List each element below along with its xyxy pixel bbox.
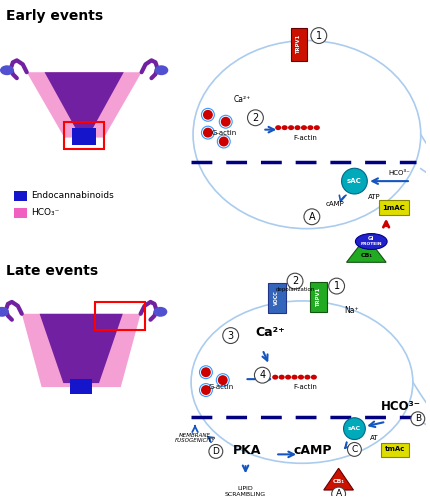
- Circle shape: [209, 444, 223, 458]
- Text: Late events: Late events: [6, 264, 98, 278]
- Text: sAC: sAC: [347, 178, 362, 184]
- Polygon shape: [40, 314, 123, 383]
- Ellipse shape: [301, 125, 307, 130]
- Text: 4: 4: [259, 370, 265, 380]
- Polygon shape: [45, 72, 124, 130]
- Ellipse shape: [311, 374, 317, 380]
- Text: 1: 1: [316, 30, 322, 40]
- Circle shape: [344, 418, 365, 440]
- Circle shape: [341, 168, 367, 194]
- Text: F-actin: F-actin: [293, 134, 317, 140]
- Circle shape: [248, 110, 263, 126]
- Circle shape: [221, 117, 230, 126]
- Ellipse shape: [275, 125, 281, 130]
- Ellipse shape: [154, 66, 168, 75]
- Ellipse shape: [282, 125, 288, 130]
- Text: HCO₃⁻: HCO₃⁻: [31, 208, 59, 218]
- Text: sAC: sAC: [348, 426, 361, 431]
- Text: MEMBRANE
FUSOGENICITY: MEMBRANE FUSOGENICITY: [175, 432, 215, 444]
- Text: LIPID
SCRAMBLING: LIPID SCRAMBLING: [225, 486, 266, 497]
- Text: B: B: [415, 414, 421, 423]
- Circle shape: [411, 412, 425, 426]
- Circle shape: [218, 375, 228, 385]
- Text: ATP: ATP: [369, 194, 381, 200]
- Ellipse shape: [0, 66, 14, 75]
- FancyBboxPatch shape: [268, 282, 286, 314]
- Text: 3: 3: [227, 330, 234, 340]
- Circle shape: [203, 128, 213, 138]
- Text: A: A: [309, 212, 315, 222]
- Bar: [64, 122, 104, 150]
- Text: cAMP: cAMP: [325, 201, 344, 207]
- Text: 2: 2: [292, 276, 298, 286]
- Ellipse shape: [298, 374, 304, 380]
- FancyBboxPatch shape: [379, 200, 409, 216]
- Text: cAMP: cAMP: [294, 444, 332, 458]
- Ellipse shape: [356, 234, 387, 250]
- Circle shape: [329, 278, 344, 294]
- Text: PROTEIN: PROTEIN: [360, 242, 382, 246]
- Bar: [14, 208, 27, 218]
- Ellipse shape: [279, 374, 285, 380]
- Circle shape: [219, 136, 229, 146]
- FancyBboxPatch shape: [291, 28, 307, 61]
- Text: 1: 1: [334, 281, 340, 291]
- Circle shape: [201, 385, 211, 395]
- Text: D: D: [212, 447, 219, 456]
- Ellipse shape: [304, 374, 310, 380]
- Text: Early events: Early events: [6, 9, 103, 23]
- FancyBboxPatch shape: [381, 443, 409, 457]
- Text: PKA: PKA: [233, 444, 262, 458]
- Text: TRPV1: TRPV1: [297, 35, 301, 54]
- Text: F-actin: F-actin: [293, 384, 317, 390]
- Circle shape: [287, 273, 303, 289]
- Text: VOCC: VOCC: [274, 290, 279, 306]
- Ellipse shape: [154, 307, 167, 317]
- Ellipse shape: [288, 125, 294, 130]
- Bar: [95, 302, 144, 330]
- Text: Na⁺: Na⁺: [344, 306, 359, 315]
- Circle shape: [311, 28, 327, 44]
- Text: Gi: Gi: [368, 236, 375, 241]
- Text: tmAc: tmAc: [385, 446, 405, 452]
- Circle shape: [332, 487, 346, 500]
- Circle shape: [223, 328, 239, 344]
- Ellipse shape: [0, 307, 9, 317]
- Circle shape: [201, 368, 211, 377]
- Ellipse shape: [314, 125, 320, 130]
- Text: CB₁: CB₁: [360, 253, 372, 258]
- Circle shape: [255, 368, 270, 383]
- Circle shape: [347, 442, 361, 456]
- FancyBboxPatch shape: [70, 379, 92, 394]
- Text: TRPV1: TRPV1: [316, 288, 321, 306]
- Text: HCO³⁻: HCO³⁻: [381, 400, 421, 413]
- Ellipse shape: [272, 374, 278, 380]
- Text: CB₁: CB₁: [332, 478, 345, 484]
- Ellipse shape: [285, 374, 291, 380]
- Ellipse shape: [307, 125, 313, 130]
- Text: Endocannabinoids: Endocannabinoids: [31, 192, 114, 200]
- Text: 2: 2: [252, 113, 258, 123]
- Text: HCO³⁻: HCO³⁻: [388, 170, 410, 176]
- Text: G-actin: G-actin: [211, 130, 237, 136]
- Text: 1mAC: 1mAC: [383, 205, 405, 211]
- Polygon shape: [27, 72, 141, 138]
- Bar: [14, 191, 27, 201]
- Ellipse shape: [292, 374, 298, 380]
- Circle shape: [203, 110, 213, 120]
- Text: AT: AT: [370, 434, 378, 440]
- Polygon shape: [324, 468, 353, 490]
- Text: G-actin: G-actin: [208, 384, 233, 390]
- FancyBboxPatch shape: [72, 128, 96, 146]
- Polygon shape: [347, 236, 386, 262]
- Polygon shape: [22, 314, 141, 387]
- Ellipse shape: [295, 125, 301, 130]
- Text: C: C: [351, 445, 358, 454]
- Text: depolarization: depolarization: [275, 287, 315, 292]
- Text: Ca²⁺: Ca²⁺: [234, 95, 251, 104]
- Text: A: A: [335, 490, 342, 498]
- Text: Ca²⁺: Ca²⁺: [255, 326, 285, 338]
- FancyBboxPatch shape: [310, 282, 327, 312]
- Circle shape: [304, 209, 320, 224]
